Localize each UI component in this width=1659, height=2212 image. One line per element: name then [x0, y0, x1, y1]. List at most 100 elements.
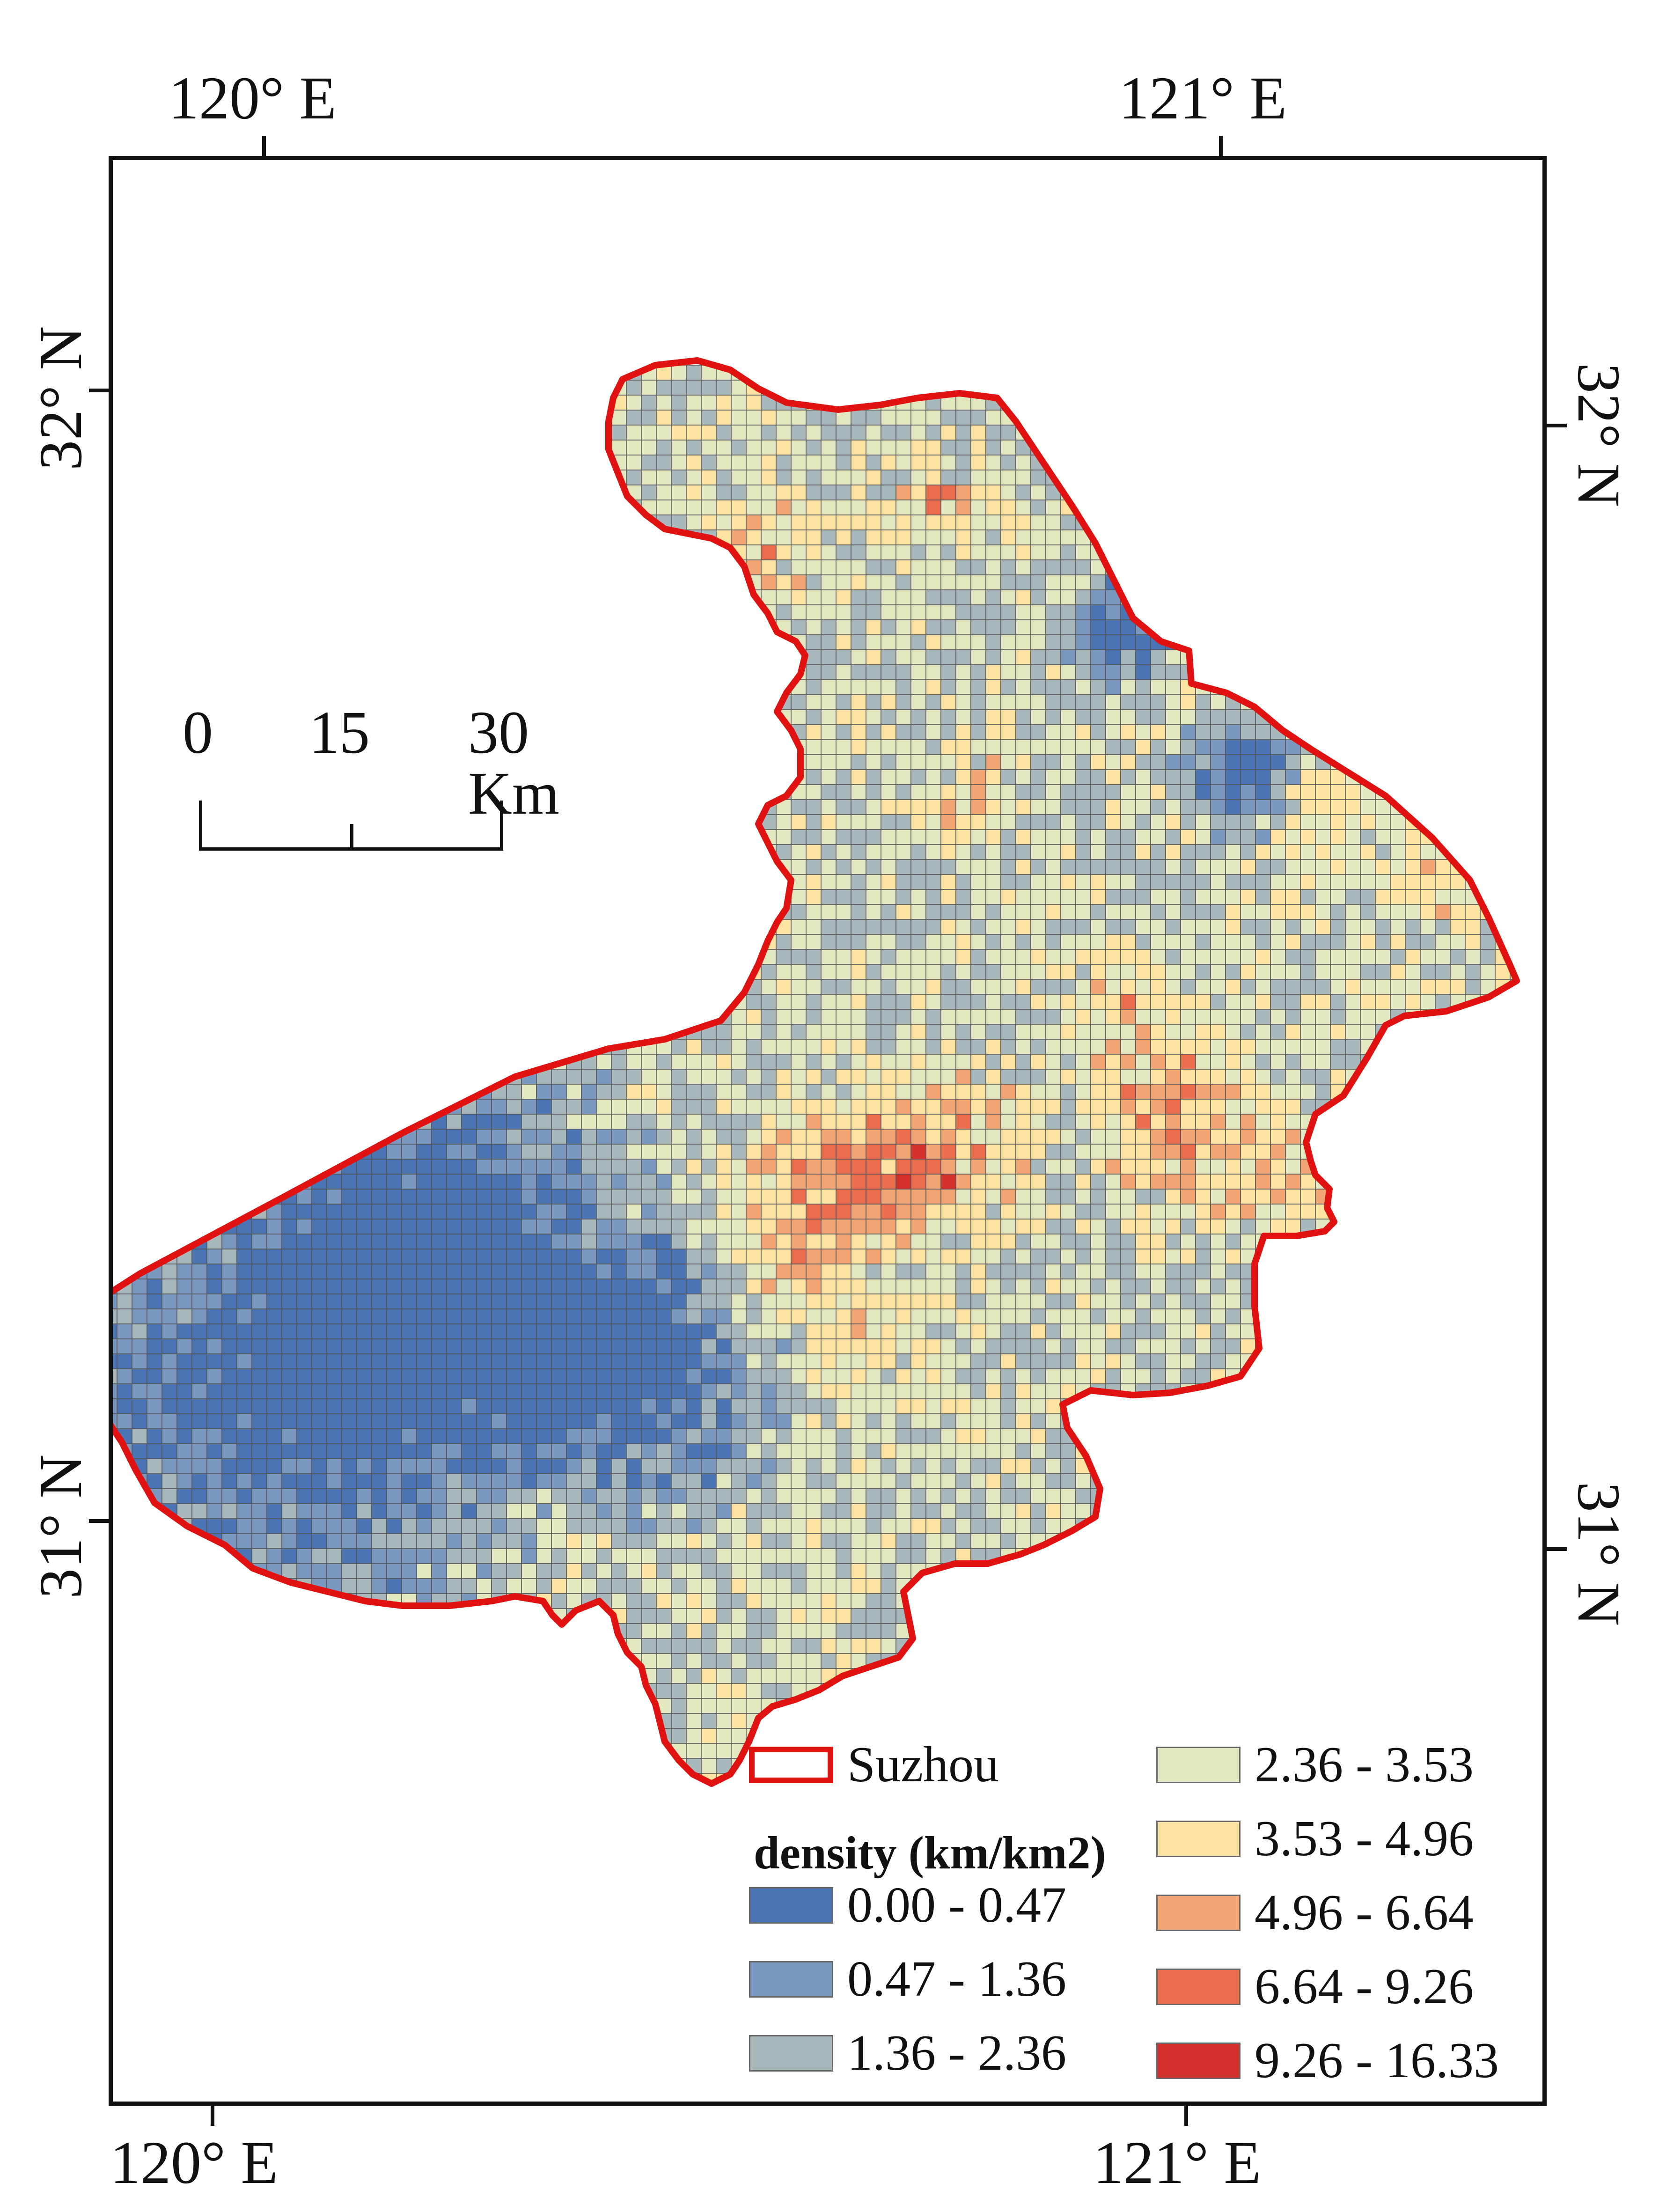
left-label-31n: 31° N — [27, 1454, 95, 1599]
grid-cell — [925, 470, 941, 485]
grid-cell — [731, 500, 747, 515]
grid-cell — [821, 529, 837, 545]
grid-cell — [851, 410, 866, 426]
grid-cell — [836, 544, 852, 560]
grid-cell — [1045, 529, 1061, 545]
grid-cell — [626, 455, 642, 470]
grid-cell — [821, 470, 837, 485]
grid-cell — [910, 440, 926, 456]
grid-cell — [940, 410, 956, 426]
grid-cell — [896, 500, 911, 515]
left-label-32n: 32° N — [27, 326, 95, 470]
grid-cell — [985, 514, 1001, 530]
grid-cell — [716, 440, 732, 456]
grid-cell — [866, 455, 881, 470]
grid-cell — [686, 500, 702, 515]
grid-cell — [656, 470, 672, 485]
grid-cell — [821, 485, 837, 500]
grid-cell — [910, 544, 926, 560]
grid-cell — [970, 440, 986, 456]
grid-cell — [716, 485, 732, 500]
grid-cell — [656, 455, 672, 470]
grid-cell — [985, 485, 1001, 500]
tick-left-32n — [89, 389, 109, 392]
grid-cell — [821, 455, 837, 470]
grid-cell — [761, 544, 777, 560]
grid-cell — [1015, 455, 1031, 470]
grid-cell — [791, 529, 807, 545]
grid-cell — [866, 500, 881, 515]
tick-bottom-120e — [211, 2106, 214, 2126]
grid-cell — [701, 470, 717, 485]
tick-top-120e — [262, 136, 266, 156]
grid-cell — [806, 485, 822, 500]
grid-cell — [836, 470, 852, 485]
grid-cell — [806, 455, 822, 470]
grid-cell — [686, 514, 702, 530]
grid-cell — [836, 485, 852, 500]
grid-cell — [701, 410, 717, 426]
grid-cell — [806, 500, 822, 515]
grid-cell — [806, 440, 822, 456]
grid-cell — [851, 514, 866, 530]
grid-cell — [761, 470, 777, 485]
bottom-label-120e: 120° E — [110, 2129, 278, 2197]
grid-cell — [970, 455, 986, 470]
grid-cell — [806, 470, 822, 485]
tick-bottom-121e — [1184, 2106, 1188, 2126]
grid-cell — [896, 440, 911, 456]
grid-cell — [1000, 440, 1016, 456]
grid-cell — [851, 440, 866, 456]
grid-cell — [701, 455, 717, 470]
grid-cell — [955, 500, 971, 515]
grid-cell — [881, 514, 896, 530]
grid-cell — [686, 380, 702, 396]
grid-cell — [985, 500, 1001, 515]
grid-cell — [626, 410, 642, 426]
grid-cell — [776, 544, 792, 560]
grid-cell — [940, 455, 956, 470]
grid-cell — [955, 485, 971, 500]
grid-cell — [866, 529, 881, 545]
grid-cell — [866, 514, 881, 530]
grid-cell — [776, 500, 792, 515]
grid-cell — [686, 410, 702, 426]
grid-cell — [626, 425, 642, 441]
grid-cell — [955, 410, 971, 426]
grid-cell — [925, 529, 941, 545]
grid-cell — [881, 470, 896, 485]
grid-cell — [641, 440, 657, 456]
grid-cell — [940, 500, 956, 515]
grid-cell — [641, 395, 657, 411]
tick-right-32n — [1547, 424, 1567, 427]
grid-cell — [866, 470, 881, 485]
grid-cell — [1000, 455, 1016, 470]
grid-cell — [985, 440, 1001, 456]
grid-cell — [1015, 529, 1031, 545]
grid-cell — [776, 529, 792, 545]
grid-cell — [776, 410, 792, 426]
grid-cell — [881, 544, 896, 560]
grid-cell — [821, 440, 837, 456]
grid-cell — [716, 395, 732, 411]
grid-cell — [910, 455, 926, 470]
grid-cell — [881, 410, 896, 426]
grid-cell — [806, 544, 822, 560]
grid-cell — [881, 455, 896, 470]
grid-cell — [821, 410, 837, 426]
grid-cell — [671, 470, 687, 485]
grid-cell — [1030, 500, 1046, 515]
grid-cell — [910, 470, 926, 485]
tick-top-121e — [1219, 136, 1223, 156]
grid-cell — [896, 514, 911, 530]
density-grid-map — [109, 357, 1520, 1787]
grid-cell — [716, 514, 732, 530]
grid-cell — [1060, 514, 1076, 530]
grid-cell — [925, 485, 941, 500]
grid-cell — [910, 500, 926, 515]
grid-cell — [896, 470, 911, 485]
grid-cell — [731, 440, 747, 456]
top-label-120e: 120° E — [169, 65, 337, 132]
grid-cell — [1030, 485, 1046, 500]
grid-cell — [821, 514, 837, 530]
